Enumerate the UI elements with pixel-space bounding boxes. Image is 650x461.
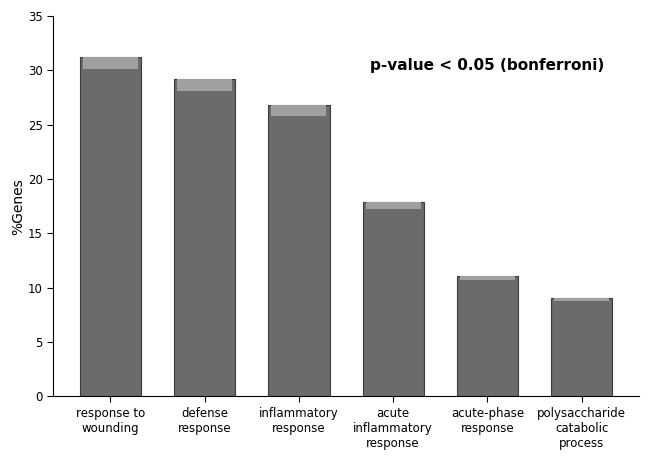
Bar xyxy=(80,57,141,396)
Bar xyxy=(457,276,518,396)
Bar xyxy=(460,276,515,280)
Bar xyxy=(271,105,326,116)
Bar xyxy=(363,202,424,396)
Y-axis label: %Genes: %Genes xyxy=(11,178,25,235)
Bar xyxy=(551,298,612,396)
Bar xyxy=(174,79,235,396)
Bar xyxy=(83,57,138,69)
Bar xyxy=(268,105,330,396)
Text: p-value < 0.05 (bonferroni): p-value < 0.05 (bonferroni) xyxy=(370,58,604,72)
Bar xyxy=(554,298,609,301)
Bar xyxy=(365,202,421,209)
Bar xyxy=(177,79,232,90)
